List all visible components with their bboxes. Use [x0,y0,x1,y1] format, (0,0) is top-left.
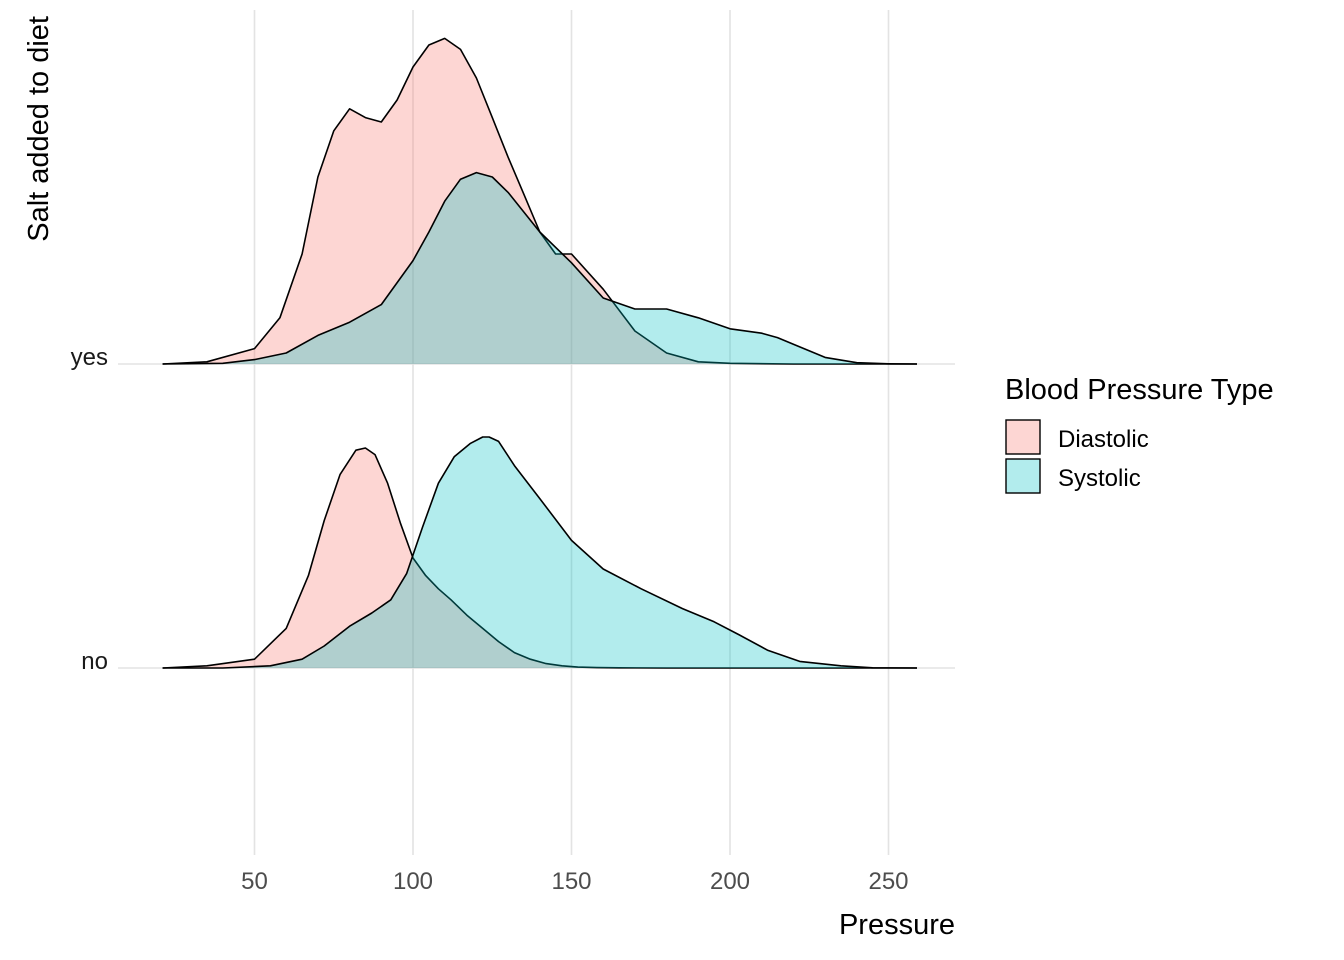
density-layer [162,37,918,669]
legend-title: Blood Pressure Type [1005,374,1274,406]
ridge-outline-systolic-yes [162,171,918,365]
legend: Blood Pressure Type Diastolic Systolic [1005,374,1274,494]
x-tick-label-50: 50 [241,868,268,895]
grid-layer [118,10,955,855]
x-axis-ticks: 50 100 150 200 250 [241,868,908,895]
ridge-outline-systolic-no [162,436,918,669]
legend-item-diastolic: Diastolic [1005,419,1149,455]
x-tick-label-250: 250 [868,868,908,895]
legend-label-systolic: Systolic [1058,465,1141,492]
x-tick-label-200: 200 [710,868,750,895]
y-category-label-yes: yes [71,344,108,371]
y-axis-categories: no yes [71,344,108,675]
ridge-fill-systolic-no [162,437,918,668]
legend-swatch-systolic [1005,458,1041,494]
ridge-outline-diastolic-no [162,447,917,669]
x-tick-label-100: 100 [393,868,433,895]
y-category-label-no: no [81,648,108,675]
x-tick-label-150: 150 [551,868,591,895]
legend-entries: Diastolic Systolic [1005,419,1149,494]
legend-item-systolic: Systolic [1005,458,1141,494]
ridge-outline-diastolic-yes [162,37,917,365]
x-axis-title: Pressure [839,909,955,941]
ridge-fill-diastolic-no [162,448,918,668]
ridge-fill-diastolic-yes [162,38,918,365]
y-axis-title: Salt added to diet [23,16,55,242]
ridge-fill-systolic-yes [162,172,918,364]
legend-swatch-diastolic [1005,419,1041,455]
legend-label-diastolic: Diastolic [1058,426,1149,453]
